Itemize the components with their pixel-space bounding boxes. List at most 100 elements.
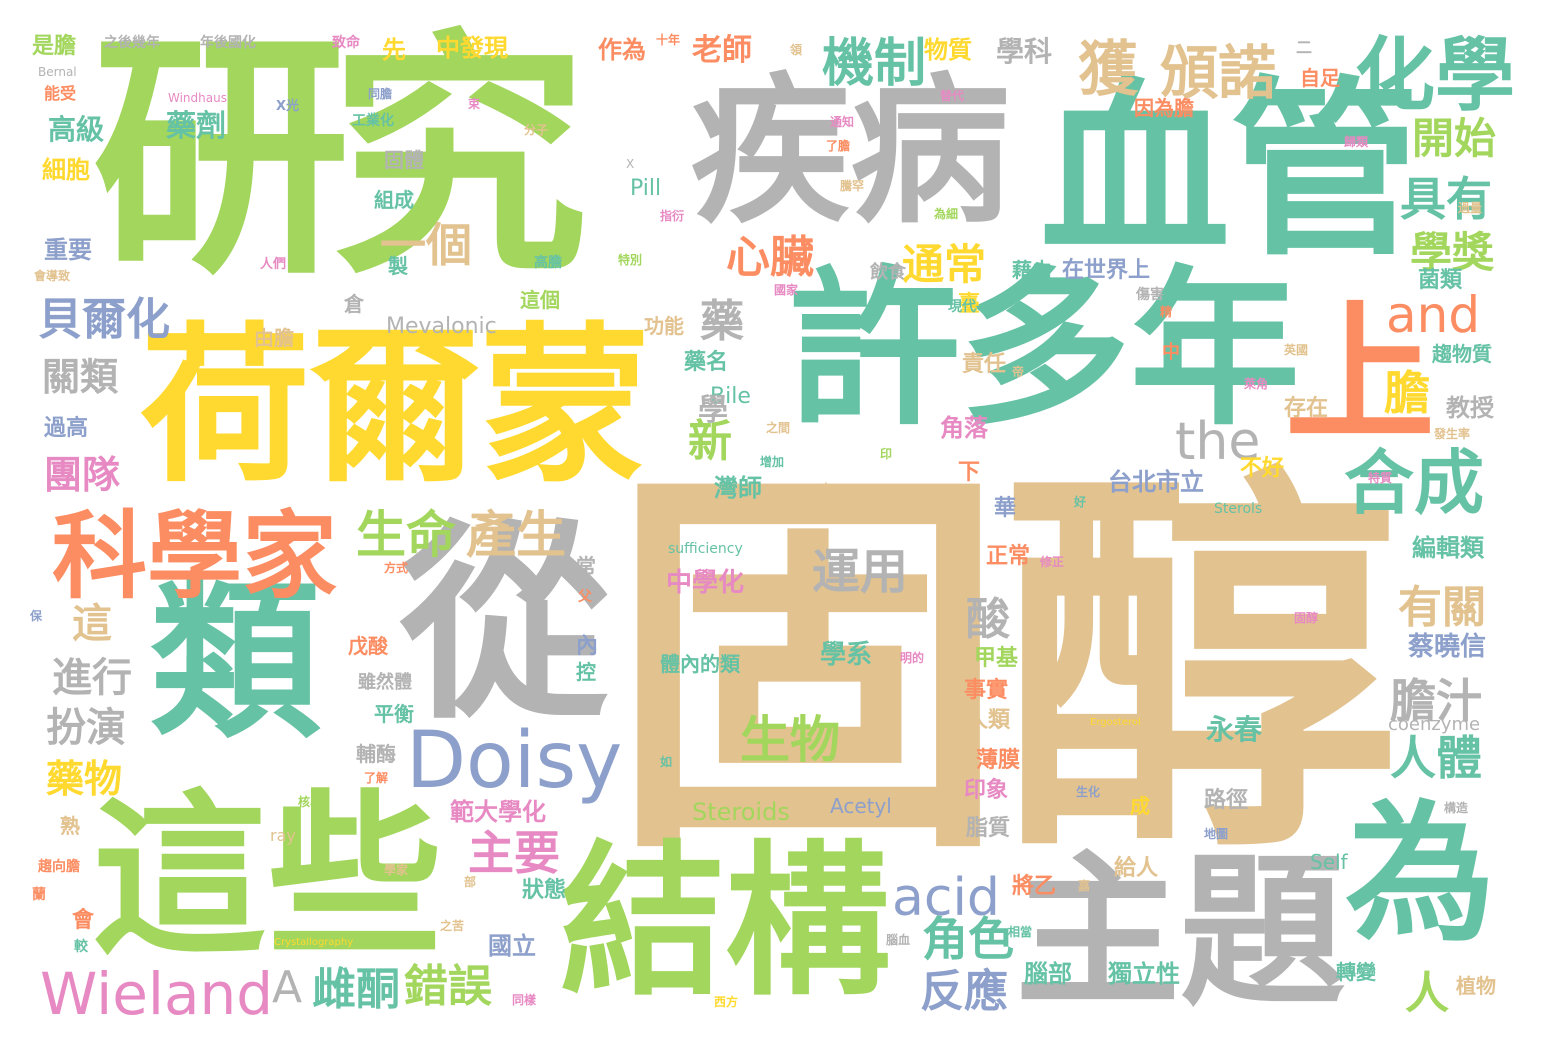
word-crystallography: Crystallography bbox=[274, 937, 354, 948]
word-zhihoujinian: 之後幾年 bbox=[104, 35, 160, 51]
word-rulv: 如 bbox=[660, 755, 673, 769]
word-laoshi: 老師 bbox=[692, 33, 752, 68]
word-beierhua: 貝爾化 bbox=[38, 294, 170, 345]
word-doisy: Doisy bbox=[406, 716, 623, 806]
word-wusuan: 戊酸 bbox=[348, 634, 388, 658]
word-zhizhiwai: 之間 bbox=[766, 421, 791, 435]
word-huidaozhi: 會導致 bbox=[34, 269, 71, 283]
word-chaoxiangdan: 趨向膽 bbox=[38, 859, 80, 875]
word-geiren: 給人 bbox=[1114, 856, 1159, 881]
word-kong: 控 bbox=[576, 660, 596, 684]
word-tongzhi: 通知 bbox=[830, 115, 855, 129]
word-zhi: 製 bbox=[388, 254, 408, 278]
word-zhiwu: 植物 bbox=[1456, 974, 1496, 998]
word-renlei: 人類 bbox=[966, 708, 1011, 733]
word-jiyou: 藉由 bbox=[1012, 258, 1052, 282]
word-self: Self bbox=[1310, 850, 1348, 874]
word-youguan: 有關 bbox=[1398, 582, 1486, 633]
word-tineidelei: 體內的類 bbox=[660, 652, 740, 676]
word-chansheng: 產生 bbox=[466, 506, 566, 564]
word-yinweidan: 因為膽 bbox=[1134, 96, 1194, 120]
word-jiaose: 角色 bbox=[922, 912, 1014, 966]
word-shengnenng: 特別 bbox=[618, 253, 643, 267]
word-xiandai: 現代 bbox=[948, 299, 976, 315]
word-ren: 人 bbox=[1405, 968, 1449, 1019]
word-shengwu: 生物 bbox=[740, 711, 840, 769]
word-fandaxuehua: 範大學化 bbox=[450, 798, 546, 826]
word-ray: ray bbox=[270, 826, 296, 845]
word-yongchun: 永春 bbox=[1206, 713, 1263, 746]
word-fashenglv: 發生率 bbox=[1434, 427, 1471, 441]
word-jiegou: 結構 bbox=[560, 826, 890, 1018]
word-sterols: Sterols bbox=[1214, 501, 1263, 517]
word-xguang: X光 bbox=[276, 99, 300, 114]
word-bernal: Bernal bbox=[38, 65, 77, 79]
word-jizhi: 機制 bbox=[822, 34, 927, 94]
word-xifang: 西方 bbox=[714, 995, 739, 1009]
word-shang: 上 bbox=[1285, 288, 1436, 462]
word-huo: 獲 bbox=[1078, 35, 1138, 105]
word-wieland: Wieland bbox=[40, 960, 274, 1028]
word-weizhi: 為細 bbox=[934, 207, 959, 221]
word-the: the bbox=[1175, 412, 1261, 472]
word-tai: 臺 bbox=[958, 292, 981, 317]
word-yingguo: 英國 bbox=[1284, 343, 1309, 357]
word-zhexie: 這些 bbox=[92, 776, 442, 979]
word-yinxiang: 印象 bbox=[964, 778, 1009, 803]
word-taipei: 台北市立 bbox=[1108, 468, 1204, 496]
word-jibing: 疾病 bbox=[690, 58, 1011, 245]
word-bannuo: 頒諾 bbox=[1160, 39, 1277, 107]
word-zaishijie: 在世界上 bbox=[1062, 258, 1151, 283]
word-zheige: 這個 bbox=[520, 288, 560, 312]
word-zhuanbian: 轉變 bbox=[1336, 960, 1376, 984]
word-shengjiao: 萊角 bbox=[1244, 377, 1269, 391]
word-lan: 蘭 bbox=[32, 887, 46, 903]
word-zhongxuehua: 中學化 bbox=[666, 568, 745, 598]
word-yige: 一個 bbox=[380, 218, 472, 272]
word-guanlei: 關類 bbox=[42, 355, 119, 399]
word-wuzhi: 物質 bbox=[924, 36, 972, 64]
word-xin: 新 bbox=[688, 416, 732, 467]
word-xinzang: 心臟 bbox=[726, 232, 814, 283]
word-pill: Pill bbox=[630, 176, 662, 201]
word-zuowei: 作為 bbox=[598, 36, 646, 64]
word-suiranti: 雖然體 bbox=[358, 672, 412, 693]
word-fumei: 輔酶 bbox=[356, 742, 396, 766]
word-guojia: 國家 bbox=[774, 283, 799, 297]
word-xuexi: 學系 bbox=[820, 640, 873, 670]
word-heermeng: 荷爾蒙 bbox=[140, 308, 651, 506]
word-yaowu: 藥物 bbox=[46, 757, 123, 801]
word-chenghua: 構造 bbox=[1444, 801, 1469, 815]
word-zhonghua: 化 bbox=[1296, 40, 1297, 41]
word-gongyehua: 工業化 bbox=[352, 113, 394, 129]
word-liaojiedan: 了膽 bbox=[826, 139, 851, 153]
word-sufficiency: sufficiency bbox=[668, 541, 743, 557]
word-banyan: 扮演 bbox=[46, 705, 126, 751]
word-xiangdang: 相當 bbox=[1008, 925, 1033, 939]
word-hui: 會 bbox=[72, 908, 95, 933]
word-gongneng: 功能 bbox=[644, 314, 684, 338]
word-fu: 父 bbox=[578, 589, 592, 605]
word-bile: Bile bbox=[710, 384, 751, 409]
word-hecheng: 合成 bbox=[1344, 442, 1484, 524]
word-zhengchang: 正常 bbox=[986, 544, 1031, 569]
word-renmen: 人們 bbox=[260, 257, 287, 272]
word-zhizhi: 脂質 bbox=[966, 816, 1011, 841]
word-guti: 固體 bbox=[384, 148, 424, 172]
word-juyou: 具有 bbox=[1400, 172, 1492, 226]
word-jiao: 較 bbox=[74, 939, 88, 955]
word-zhuyao: 主要 bbox=[468, 826, 560, 880]
word-pingheng: 平衡 bbox=[374, 702, 414, 726]
word-xue: 學 bbox=[698, 393, 728, 428]
word-xibao: 細胞 bbox=[42, 156, 90, 184]
word-cuowu: 錯誤 bbox=[404, 961, 492, 1012]
word-renti: 人體 bbox=[1390, 731, 1482, 785]
word-lingji: 領 bbox=[790, 43, 803, 57]
word-kaishi: 開始 bbox=[1412, 114, 1497, 163]
word-guoli: 國立 bbox=[488, 932, 536, 960]
word-xinzheng: 修正 bbox=[1040, 555, 1065, 569]
word-chang: 常 bbox=[576, 554, 596, 578]
word-dulixing: 獨立性 bbox=[1108, 960, 1180, 988]
word-xuduonian: 許多年 bbox=[790, 251, 1301, 449]
word-hua: 華 bbox=[994, 496, 1017, 521]
